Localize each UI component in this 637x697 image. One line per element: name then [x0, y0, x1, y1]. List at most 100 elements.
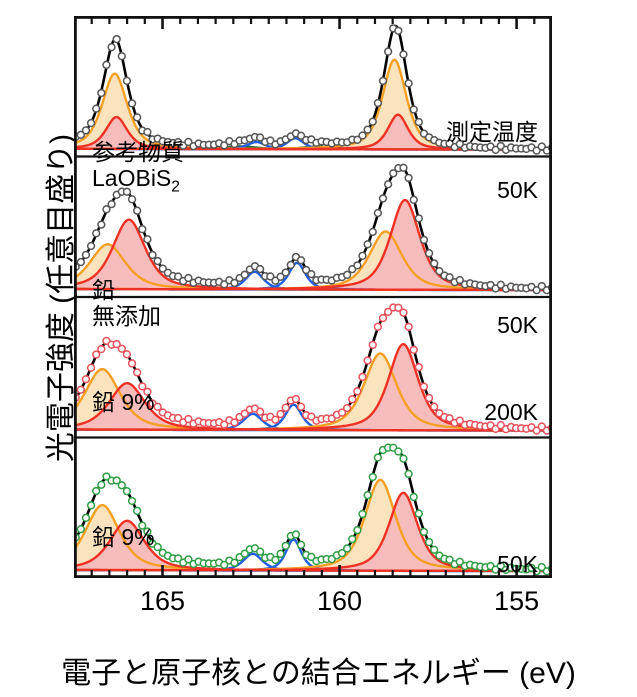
data-point-marker: [291, 530, 301, 539]
data-point-marker: [255, 407, 265, 416]
data-point-marker: [281, 541, 290, 550]
data-point-marker: [373, 98, 383, 108]
data-point-marker: [112, 340, 121, 349]
data-point-marker: [435, 267, 444, 276]
data-point-marker: [184, 555, 193, 564]
data-point-marker: [76, 257, 85, 267]
data-point-marker: [445, 273, 454, 282]
data-point-marker: [363, 356, 372, 365]
data-point-marker: [230, 418, 239, 427]
data-point-marker: [296, 256, 306, 265]
data-point-marker: [419, 235, 429, 245]
data-point-marker: [296, 540, 306, 549]
component-red-fill: [74, 117, 552, 150]
data-point-marker: [532, 146, 541, 155]
data-point-marker: [383, 180, 393, 189]
data-point-marker: [394, 303, 403, 312]
plot-area: [74, 16, 552, 578]
data-point-marker: [353, 525, 362, 535]
data-point-marker: [92, 229, 101, 238]
component-red-fill: [74, 219, 552, 290]
panel-undoped-label: 鉛無添加: [92, 277, 161, 330]
data-point-marker: [122, 487, 132, 496]
data-point-marker: [127, 195, 137, 204]
component-red-fill: [74, 383, 552, 431]
data-point-marker: [307, 412, 316, 421]
axis-frame: [74, 16, 552, 578]
data-point-marker: [430, 545, 439, 554]
spectra-svg: [74, 16, 552, 578]
data-point-marker: [419, 382, 429, 391]
data-point-marker: [424, 537, 434, 547]
data-point-marker: [230, 278, 239, 288]
data-point-marker: [81, 250, 91, 260]
data-point-marker: [368, 227, 377, 237]
data-point-marker: [153, 542, 162, 552]
data-point-marker: [102, 472, 111, 481]
data-point-marker: [81, 513, 91, 523]
panel-pb9-200k-label-line: 鉛 9%: [92, 389, 155, 415]
data-point-marker: [81, 375, 91, 384]
data-point-marker: [394, 26, 403, 35]
data-point-marker: [266, 272, 275, 281]
data-point-marker: [271, 415, 280, 424]
data-point-marker: [348, 535, 357, 544]
panel-reference-label-line: 参考物質: [92, 139, 184, 165]
data-point-marker: [153, 402, 162, 411]
data-point-marker: [81, 126, 91, 135]
data-point-marker: [409, 195, 418, 204]
data-point-marker: [424, 393, 434, 403]
data-point-marker: [158, 264, 167, 273]
data-point-marker: [445, 414, 454, 423]
data-point-marker: [148, 250, 157, 260]
data-point-marker: [86, 241, 96, 251]
data-point-marker: [378, 313, 388, 323]
data-point-marker: [117, 481, 126, 490]
data-point-marker: [348, 395, 357, 404]
data-point-marker: [353, 261, 362, 270]
data-point-marker: [368, 472, 377, 482]
data-point-marker: [97, 480, 106, 489]
data-point-marker: [296, 131, 306, 140]
panel-pb9-50k-temperature: 50K: [497, 551, 538, 577]
data-point-marker: [138, 225, 147, 234]
data-point-marker: [363, 240, 372, 249]
data-point-marker: [92, 350, 101, 359]
data-point-marker: [281, 403, 290, 412]
panel-reference-temperature: 50K: [497, 177, 538, 203]
component-red-line: [74, 381, 552, 432]
data-point-marker: [97, 88, 106, 98]
data-point-marker: [184, 137, 193, 147]
data-point-marker: [368, 117, 377, 126]
data-point-marker: [220, 141, 229, 150]
data-point-marker: [92, 104, 101, 113]
data-point-marker: [358, 509, 367, 519]
data-point-marker: [409, 345, 418, 355]
data-point-marker: [378, 76, 388, 86]
data-point-marker: [127, 359, 137, 368]
data-point-marker: [353, 387, 362, 396]
data-point-marker: [424, 249, 434, 258]
data-point-marker: [76, 524, 85, 534]
data-point-marker: [358, 251, 367, 260]
panel-undoped-label-line: 鉛: [92, 277, 115, 303]
panel-pb9-200k-label: 鉛 9%: [92, 389, 155, 416]
data-point-marker: [240, 270, 249, 279]
data-point-marker: [414, 363, 423, 372]
data-point-marker: [276, 409, 285, 419]
data-point-marker: [296, 402, 306, 411]
data-point-marker: [173, 413, 183, 423]
data-point-marker: [122, 76, 132, 85]
data-point-marker: [353, 135, 362, 144]
data-point-marker: [127, 99, 137, 108]
data-point-marker: [122, 187, 132, 196]
panel-reference-label-line: LaOBiS2: [92, 164, 180, 196]
data-point-marker: [76, 385, 85, 394]
data-point-marker: [255, 264, 265, 274]
data-point-marker: [276, 549, 285, 558]
data-point-marker: [383, 47, 393, 56]
data-point-marker: [414, 214, 423, 223]
data-point-marker: [307, 552, 316, 562]
data-point-marker: [302, 265, 311, 275]
